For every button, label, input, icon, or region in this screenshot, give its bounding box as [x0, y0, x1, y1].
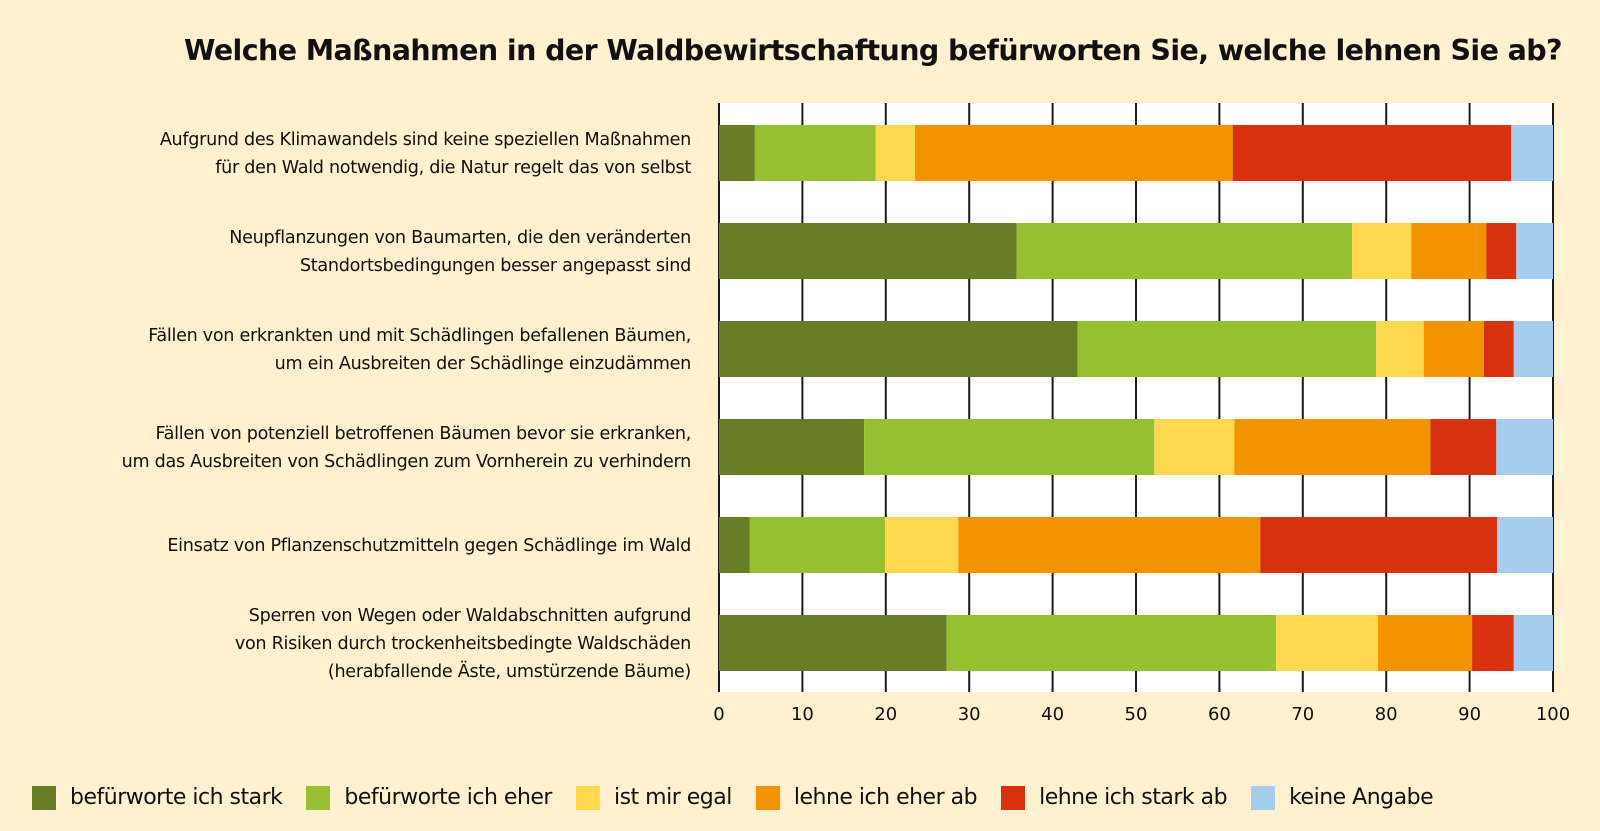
bar-segment — [719, 223, 1017, 279]
bar-segment — [1513, 321, 1553, 377]
bar-segment — [719, 419, 865, 475]
legend-swatch — [575, 785, 600, 810]
bar-segment — [1260, 517, 1498, 573]
x-tick-label: 90 — [1458, 704, 1481, 725]
bar-segment — [1430, 419, 1497, 475]
bar-segment — [1276, 615, 1378, 671]
x-tick-label: 20 — [874, 704, 897, 725]
category-label: Standortsbedingungen besser angepasst si… — [300, 256, 691, 276]
bar-segment — [719, 615, 947, 671]
x-tick-label: 50 — [1125, 704, 1148, 725]
category-label: um das Ausbreiten von Schädlingen zum Vo… — [122, 452, 691, 472]
category-label: (herabfallende Äste, umstürzende Bäume) — [328, 661, 691, 682]
legend-item: keine Angabe — [1251, 785, 1434, 810]
x-tick-label: 10 — [791, 704, 814, 725]
x-tick-label: 70 — [1291, 704, 1314, 725]
bar-segment — [1513, 615, 1553, 671]
bars — [719, 125, 1553, 671]
category-label: für den Wald notwendig, die Natur regelt… — [215, 158, 691, 178]
legend-item: befürworte ich eher — [306, 785, 552, 810]
legend-item: lehne ich eher ab — [755, 785, 978, 810]
x-tick-label: 0 — [713, 704, 724, 725]
category-label: Einsatz von Pflanzenschutzmitteln gegen … — [167, 536, 691, 556]
bar-segment — [719, 321, 1078, 377]
legend: befürworte ich stark befürworte ich eher i… — [32, 785, 1457, 810]
category-label: Sperren von Wegen oder Waldabschnitten a… — [249, 606, 691, 626]
legend-item: ist mir egal — [575, 785, 732, 810]
bar-segment — [946, 615, 1277, 671]
bar-segment — [1486, 223, 1517, 279]
bar-segment — [1483, 321, 1514, 377]
x-tick-label: 60 — [1208, 704, 1231, 725]
category-label: um ein Ausbreiten der Schädlinge einzudä… — [275, 354, 691, 374]
bar-segment — [1154, 419, 1235, 475]
x-tick-label: 100 — [1536, 704, 1570, 725]
legend-label: befürworte ich eher — [344, 785, 552, 810]
bar-segment — [864, 419, 1155, 475]
bar-segment — [1352, 223, 1412, 279]
bar-segment — [1423, 321, 1484, 377]
category-label: von Risiken durch trockenheitsbedingte W… — [235, 634, 691, 654]
legend-label: ist mir egal — [613, 785, 732, 810]
bar-segment — [875, 125, 915, 181]
bar-segment — [1077, 321, 1377, 377]
bar-segment — [1472, 615, 1514, 671]
bar-segment — [1496, 419, 1553, 475]
bar-segment — [1377, 615, 1473, 671]
x-axis: 0 10 20 30 40 50 60 70 80 90 100 — [713, 704, 1570, 725]
legend-swatch — [1001, 785, 1026, 810]
legend-item: lehne ich stark ab — [1001, 785, 1228, 810]
legend-swatch — [1251, 785, 1276, 810]
bar-segment — [1016, 223, 1353, 279]
legend-swatch — [755, 785, 780, 810]
bar-segment — [1376, 321, 1424, 377]
bar-segment — [1497, 517, 1553, 573]
chart-title: Welche Maßnahmen in der Waldbewirtschaft… — [184, 34, 1563, 67]
legend-label: lehne ich stark ab — [1039, 785, 1228, 810]
legend-label: keine Angabe — [1289, 785, 1434, 810]
legend-label: befürworte ich stark — [70, 785, 283, 810]
x-tick-label: 30 — [958, 704, 981, 725]
bar-segment — [884, 517, 959, 573]
legend-swatch — [306, 785, 331, 810]
x-tick-label: 40 — [1041, 704, 1064, 725]
category-labels: Aufgrund des Klimawandels sind keine spe… — [122, 130, 692, 682]
bar-segment — [1232, 125, 1512, 181]
gridlines — [718, 103, 1554, 692]
bar-segment — [754, 125, 876, 181]
category-label: Fällen von potenziell betroffenen Bäumen… — [155, 424, 691, 444]
bar-segment — [1234, 419, 1431, 475]
bar-segment — [914, 125, 1233, 181]
bar-segment — [1411, 223, 1487, 279]
bar-segment — [1511, 125, 1553, 181]
category-label: Neupflanzungen von Baumarten, die den ve… — [229, 228, 691, 248]
bar-segment — [719, 125, 755, 181]
bar-segment — [719, 517, 750, 573]
bar-segment — [958, 517, 1261, 573]
legend-item: befürworte ich stark — [32, 785, 283, 810]
category-label: Aufgrund des Klimawandels sind keine spe… — [160, 130, 691, 150]
legend-label: lehne ich eher ab — [793, 785, 978, 810]
bar-segment — [749, 517, 885, 573]
category-label: Fällen von erkrankten und mit Schädlinge… — [148, 326, 691, 346]
bar-segment — [1516, 223, 1553, 279]
legend-swatch — [32, 785, 56, 810]
x-tick-label: 80 — [1375, 704, 1398, 725]
